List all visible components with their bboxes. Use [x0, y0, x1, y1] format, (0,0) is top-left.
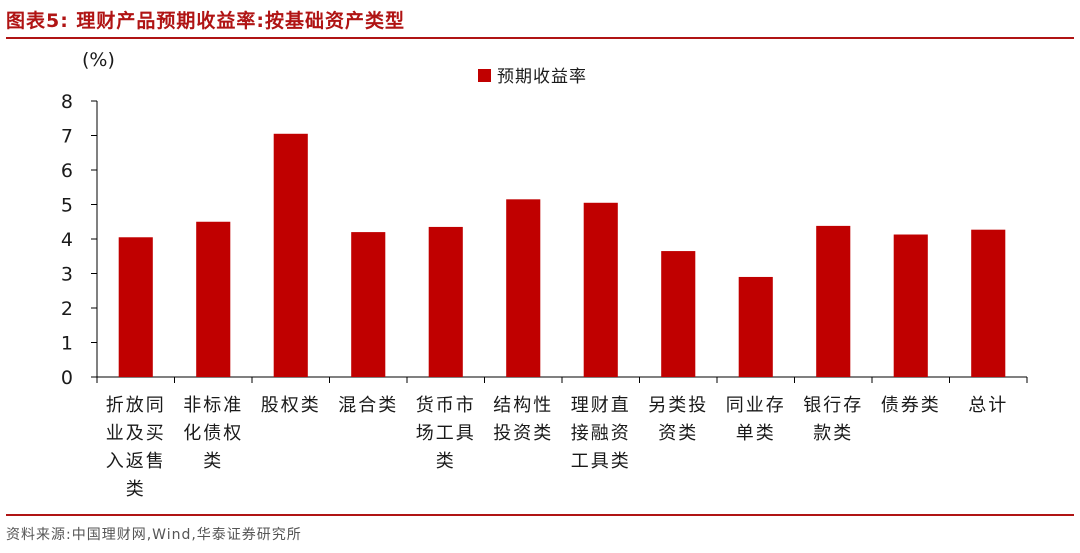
x-category-label: 货币市场工具类	[416, 395, 476, 472]
bar	[893, 234, 928, 377]
x-category-label: 结构性投资类	[493, 395, 553, 444]
x-category-label: 同业存单类	[726, 395, 786, 444]
x-category-label: 折放同业及买入返售类	[106, 395, 166, 500]
x-category-label: 股权类	[261, 395, 321, 416]
y-tick-label: 0	[61, 367, 73, 389]
figure-title: 图表5: 理财产品预期收益率:按基础资产类型	[6, 10, 406, 32]
y-tick-label: 2	[61, 298, 73, 320]
y-tick-label: 3	[61, 264, 73, 286]
title-rule	[6, 37, 1074, 39]
x-category-label: 混合类	[338, 395, 398, 416]
y-tick-label: 5	[61, 195, 73, 217]
x-category-label: 总计	[968, 395, 1008, 416]
source-rule	[6, 514, 1074, 516]
bar	[196, 221, 231, 377]
y-tick-label: 7	[61, 126, 73, 148]
bar	[583, 202, 618, 377]
legend-label: 预期收益率	[497, 67, 587, 87]
x-category-label: 银行存款类	[803, 395, 863, 444]
bar	[506, 199, 541, 377]
bar	[971, 229, 1006, 377]
y-tick-label: 8	[61, 91, 73, 113]
bar	[816, 225, 851, 377]
x-category-label: 另类投资类	[648, 395, 708, 444]
bar	[351, 232, 386, 377]
bar	[273, 133, 308, 377]
y-tick-label: 4	[61, 229, 73, 251]
legend-swatch	[478, 69, 491, 82]
x-category-label: 理财直接融资工具类	[571, 395, 631, 472]
y-tick-label: 6	[61, 160, 73, 182]
bar	[661, 251, 696, 377]
y-axis-unit-label: (%)	[82, 49, 115, 71]
bar	[428, 226, 463, 377]
bar	[738, 276, 773, 377]
y-tick-label: 1	[61, 333, 73, 355]
bar	[118, 237, 153, 377]
source-note: 资料来源:中国理财网,Wind,华泰证券研究所	[6, 527, 302, 543]
x-category-label: 非标准化债权类	[183, 395, 243, 472]
x-category-label: 债券类	[881, 395, 941, 416]
